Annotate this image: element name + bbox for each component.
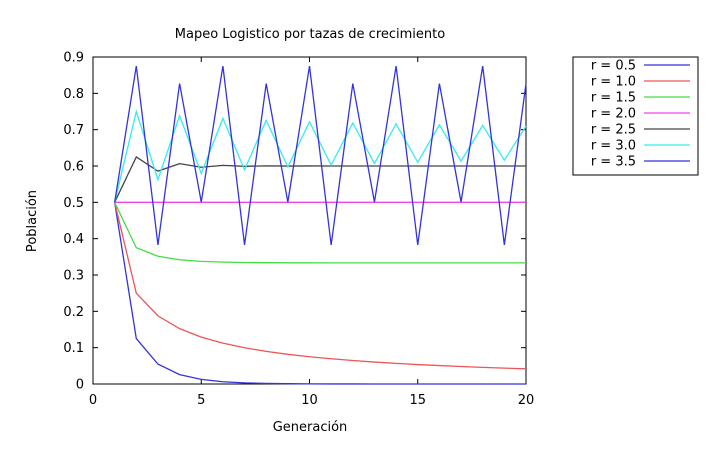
series-line-0 bbox=[114, 202, 526, 385]
legend-label: r = 2.5 bbox=[591, 123, 636, 138]
legend-label: r = 1.5 bbox=[591, 91, 636, 106]
legend-box bbox=[572, 56, 699, 176]
y-tick-label: 0.4 bbox=[63, 232, 84, 247]
y-tick-label: 0.9 bbox=[63, 51, 84, 66]
legend-label: r = 3.5 bbox=[591, 155, 636, 170]
y-tick-label: 0.3 bbox=[63, 269, 84, 284]
y-tick-label: 0.7 bbox=[63, 123, 84, 138]
chart-title: Mapeo Logistico por tazas de crecimiento bbox=[175, 27, 445, 42]
legend-label: r = 1.0 bbox=[591, 75, 636, 90]
x-tick-label: 5 bbox=[197, 393, 205, 408]
legend-label: r = 0.5 bbox=[591, 59, 636, 74]
y-tick-label: 0 bbox=[76, 378, 84, 393]
y-axis-label: Población bbox=[25, 190, 40, 252]
y-tick-label: 0.2 bbox=[63, 305, 84, 320]
series-line-2 bbox=[114, 202, 526, 264]
x-tick-label: 20 bbox=[518, 393, 535, 408]
legend-label: r = 2.0 bbox=[591, 107, 636, 122]
series-line-5 bbox=[114, 109, 527, 203]
y-tick-label: 0.6 bbox=[63, 160, 84, 175]
y-tick-label: 0.8 bbox=[63, 87, 84, 102]
x-axis-label: Generación bbox=[273, 420, 348, 435]
y-tick-label: 0.5 bbox=[63, 196, 84, 211]
x-tick-label: 0 bbox=[89, 393, 97, 408]
x-tick-label: 15 bbox=[409, 393, 426, 408]
plot-frame bbox=[92, 56, 527, 385]
series-line-4 bbox=[114, 155, 526, 203]
series-line-1 bbox=[114, 202, 527, 370]
x-tick-label: 10 bbox=[301, 393, 318, 408]
legend-label: r = 3.0 bbox=[591, 139, 636, 154]
series-line-6 bbox=[114, 65, 527, 246]
y-tick-label: 0.1 bbox=[63, 341, 84, 356]
